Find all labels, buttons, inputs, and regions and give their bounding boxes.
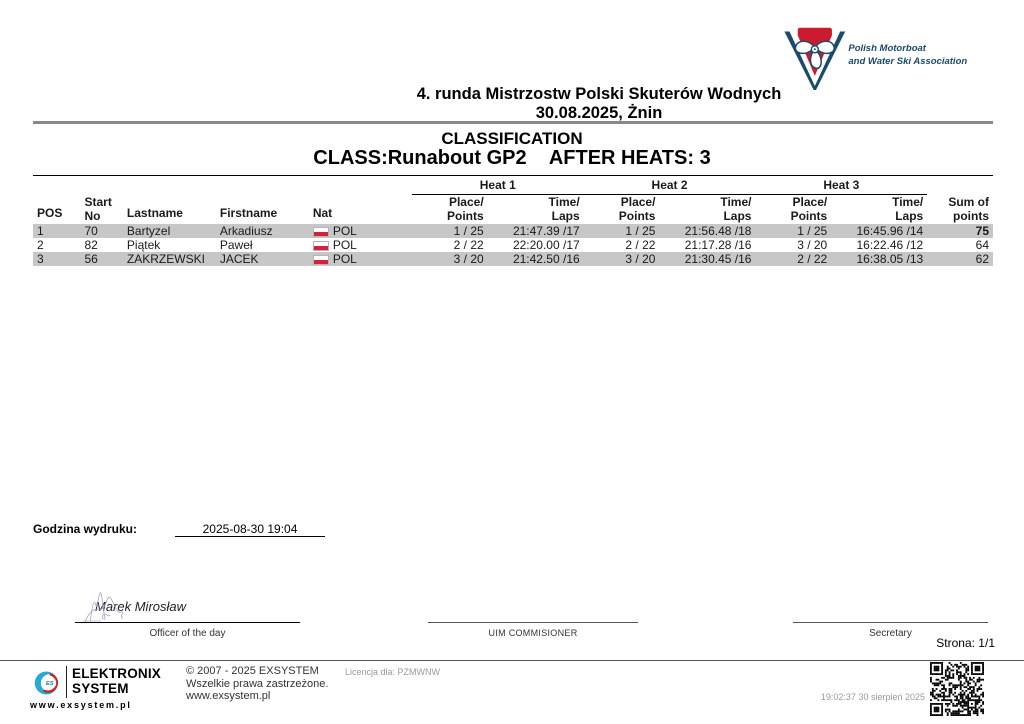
svg-text:Polish Motorboat: Polish Motorboat	[848, 43, 926, 54]
svg-text:and Water Ski Association: and Water Ski Association	[848, 56, 967, 67]
svg-text:ES: ES	[46, 681, 54, 687]
